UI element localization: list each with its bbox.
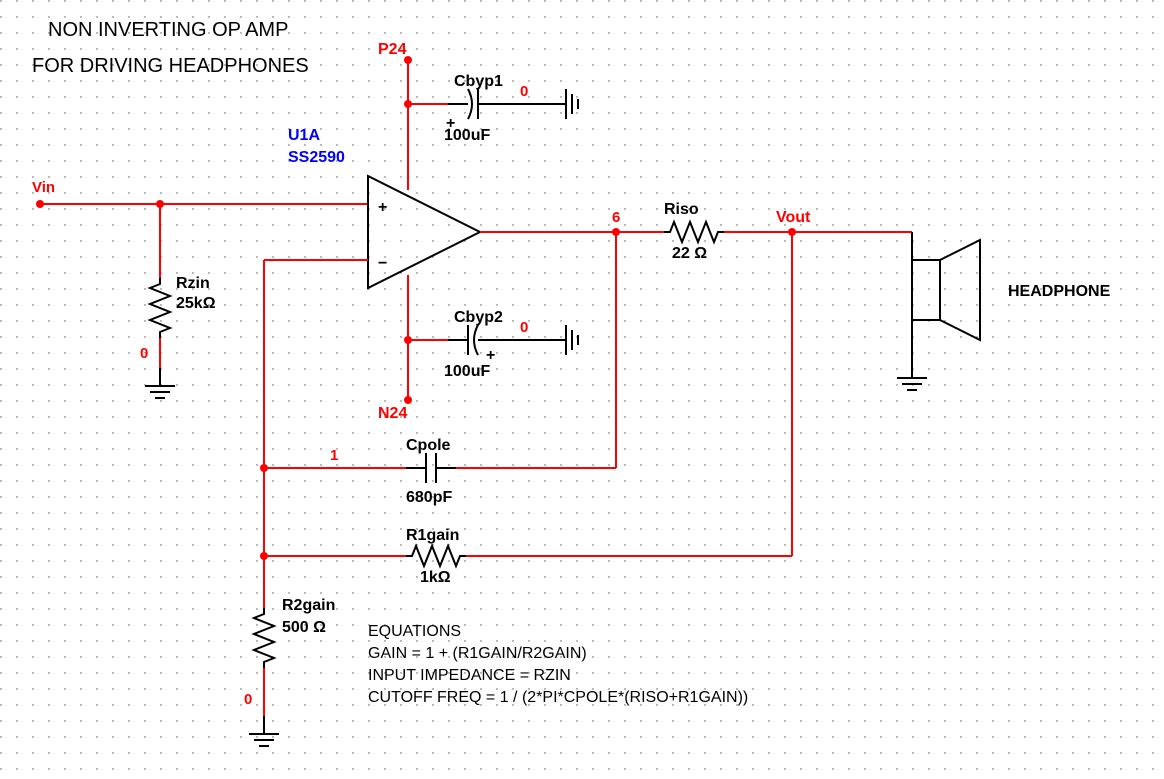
opamp-des: U1A xyxy=(288,127,320,144)
cpole-name: Cpole xyxy=(406,437,451,454)
schematic-canvas: NON INVERTING OP AMP FOR DRIVING HEADPHO… xyxy=(0,0,1164,779)
eq-heading: EQUATIONS xyxy=(368,623,461,640)
net-0-rzin: 0 xyxy=(140,345,148,362)
opamp-plus: + xyxy=(378,199,387,216)
eq-line1: GAIN = 1 + (R1GAIN/R2GAIN) xyxy=(368,645,587,662)
net-vin: Vin xyxy=(32,179,55,196)
r1gain-val: 1kΩ xyxy=(420,569,451,586)
title-line1: NON INVERTING OP AMP xyxy=(48,19,288,41)
cbyp2-val: 100uF xyxy=(444,363,490,380)
cbyp1-name: Cbyp1 xyxy=(454,73,503,90)
net-6: 6 xyxy=(612,209,620,226)
riso-val: 22 Ω xyxy=(672,245,707,262)
opamp-minus: − xyxy=(378,255,387,272)
net-1: 1 xyxy=(330,447,338,464)
cbyp2-plus: + xyxy=(486,347,495,364)
opamp-part: SS2590 xyxy=(288,149,345,166)
cbyp1-val: 100uF xyxy=(444,127,490,144)
rail-n24: N24 xyxy=(378,405,407,422)
riso-name: Riso xyxy=(664,201,699,218)
headphone-label: HEADPHONE xyxy=(1008,283,1111,300)
eq-line2: INPUT IMPEDANCE = RZIN xyxy=(368,667,571,684)
net-0-cbyp1: 0 xyxy=(520,83,528,100)
r2gain-val: 500 Ω xyxy=(282,619,326,636)
r2gain-name: R2gain xyxy=(282,597,335,614)
net-vout: Vout xyxy=(776,209,811,226)
rail-p24: P24 xyxy=(378,41,407,58)
eq-line3: CUTOFF FREQ = 1 / (2*PI*CPOLE*(RISO+R1GA… xyxy=(368,689,748,706)
rzin-value: 25kΩ xyxy=(176,295,216,312)
cbyp2-name: Cbyp2 xyxy=(454,309,503,326)
title-line2: FOR DRIVING HEADPHONES xyxy=(32,55,309,77)
rzin-name: Rzin xyxy=(176,275,210,292)
r1gain-name: R1gain xyxy=(406,527,459,544)
cpole-val: 680pF xyxy=(406,489,452,506)
net-0-cbyp2: 0 xyxy=(520,319,528,336)
net-0-r2gain: 0 xyxy=(244,691,252,708)
